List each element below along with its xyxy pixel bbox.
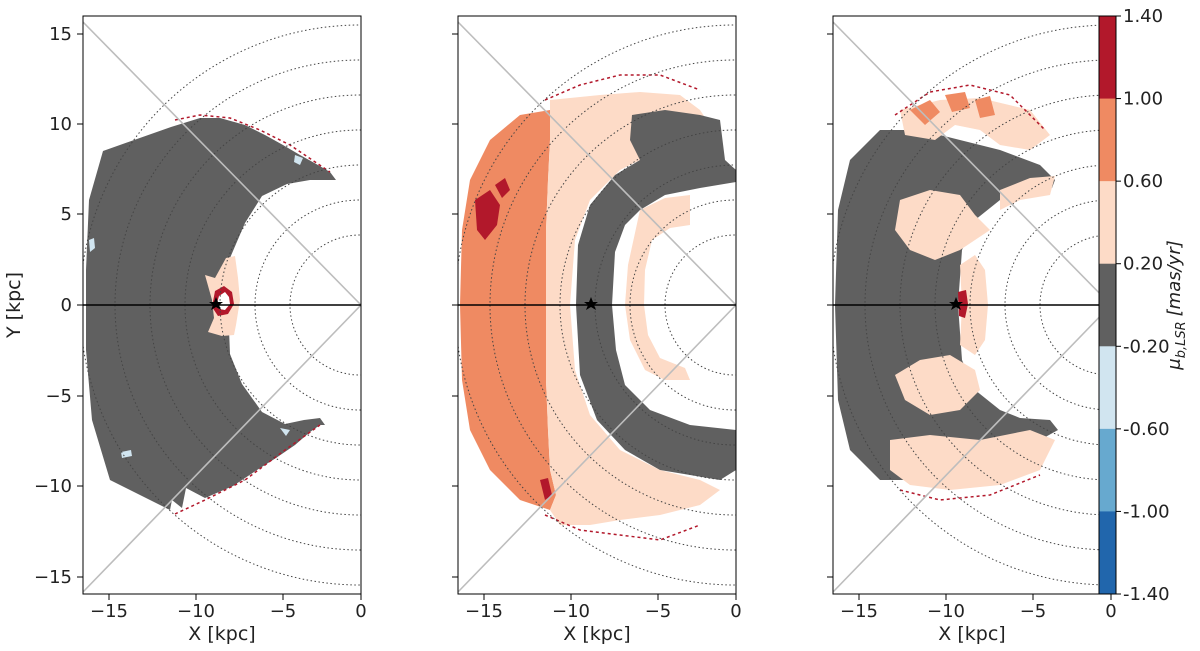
panel-middle-xticks bbox=[483, 594, 737, 600]
left-xtick-label-1: −15 bbox=[90, 601, 128, 622]
colorbar-label-subscript: b,LSR bbox=[1174, 321, 1189, 358]
panel-right-plot-area bbox=[833, 21, 1111, 593]
left-xtick-label-4: 0 bbox=[355, 601, 366, 622]
right-red-fringe-bottom bbox=[899, 474, 1041, 501]
middle-sun-star-icon bbox=[584, 297, 598, 310]
panel-left-xticks bbox=[108, 594, 362, 600]
right-red-center bbox=[958, 290, 968, 318]
left-blue-speck-1 bbox=[89, 238, 95, 252]
colorbar-segments bbox=[1099, 16, 1116, 595]
middle-pale-outer-band bbox=[546, 92, 720, 525]
left-ytick-label-2: 10 bbox=[49, 114, 72, 135]
colorbar-tick-label-2: 1.00 bbox=[1123, 89, 1163, 110]
right-sun-star-icon bbox=[949, 297, 963, 310]
colorbar-tick-label-8: -1.40 bbox=[1123, 584, 1170, 605]
left-x-axis-label: X [kpc] bbox=[188, 623, 255, 645]
panel-right-yticks bbox=[827, 33, 833, 578]
left-ytick-label-4: 0 bbox=[61, 295, 72, 316]
panel-left-yticks bbox=[77, 33, 83, 578]
colorbar-segment-3 bbox=[1099, 181, 1116, 265]
left-ytick-label-1: 15 bbox=[49, 24, 72, 45]
colorbar: 1.40 1.00 0.60 0.20 -0.20 -0.60 -1.00 -1.40 μb,… bbox=[1098, 6, 1189, 605]
middle-xtick-label-3: −5 bbox=[645, 601, 672, 622]
right-xtick-label-1: −15 bbox=[840, 601, 878, 622]
panel-middle-plot-area bbox=[458, 21, 736, 593]
middle-red-blob-2 bbox=[495, 178, 510, 198]
colorbar-segment-2 bbox=[1099, 98, 1116, 182]
colorbar-label: μb,LSR [mas/yr] bbox=[1164, 240, 1189, 370]
left-ytick-label-6: −10 bbox=[34, 476, 72, 497]
right-pale-left-upper bbox=[895, 190, 990, 260]
left-circle-r4 bbox=[289, 234, 361, 376]
panel-middle: −15 −10 −5 0 X [kpc] bbox=[452, 15, 742, 645]
panel-right: −15 −10 −5 0 X [kpc] bbox=[827, 15, 1117, 645]
right-x-axis-label: X [kpc] bbox=[938, 623, 1005, 645]
left-diagonal-upper bbox=[83, 21, 361, 306]
middle-diagonal-lower bbox=[458, 304, 736, 593]
colorbar-tick-label-6: -0.60 bbox=[1123, 419, 1170, 440]
left-xtick-label-2: −10 bbox=[177, 601, 215, 622]
colorbar-segment-4 bbox=[1099, 263, 1116, 347]
middle-x-axis-label: X [kpc] bbox=[563, 623, 630, 645]
middle-circle-r6 bbox=[629, 199, 736, 411]
left-sun-star-icon bbox=[209, 297, 223, 310]
middle-inner-pale-ring bbox=[625, 195, 690, 380]
colorbar-segment-6 bbox=[1099, 428, 1116, 512]
left-circle-r12 bbox=[149, 94, 361, 516]
middle-orange-band bbox=[460, 110, 556, 510]
panel-left: −15 −10 −5 0 15 10 5 0 −5 −10 −15 X [kpc… bbox=[3, 15, 367, 645]
colorbar-label-symbol: μ bbox=[1164, 358, 1185, 370]
middle-grey-band bbox=[576, 110, 736, 480]
middle-red-blob-1 bbox=[475, 190, 500, 240]
left-grey-annulus bbox=[86, 118, 336, 510]
panel-right-xticks bbox=[858, 594, 1112, 600]
right-pale-right-upper bbox=[1000, 176, 1055, 210]
colorbar-tick-label-4: 0.20 bbox=[1123, 254, 1163, 275]
right-diagonal-lower bbox=[833, 304, 1111, 593]
middle-red-fringe-top bbox=[544, 74, 701, 101]
right-orange-patch-2 bbox=[945, 92, 970, 112]
right-xtick-label-4: 0 bbox=[1105, 601, 1116, 622]
panel-left-plot-area bbox=[83, 21, 361, 593]
left-ytick-label-5: −5 bbox=[45, 386, 72, 407]
middle-red-blob-3 bbox=[540, 478, 552, 500]
colorbar-tick-label-7: -1.00 bbox=[1123, 501, 1170, 522]
left-y-axis-label: Y [kpc] bbox=[3, 272, 25, 339]
right-orange-patch-3 bbox=[975, 96, 995, 118]
panel-middle-yticks bbox=[452, 33, 458, 578]
left-blue-speck-4 bbox=[280, 428, 290, 436]
colorbar-segment-1 bbox=[1099, 16, 1116, 100]
colorbar-tick-label-1: 1.40 bbox=[1123, 6, 1163, 27]
right-red-fringe-top bbox=[894, 84, 1046, 131]
colorbar-tick-label-3: 0.60 bbox=[1123, 171, 1163, 192]
colorbar-label-unit: [mas/yr] bbox=[1164, 240, 1185, 316]
left-ytick-label-7: −15 bbox=[34, 567, 72, 588]
left-diagonal-lower bbox=[83, 304, 361, 593]
right-diagonal-upper bbox=[833, 21, 1111, 306]
colorbar-tick-label-5: -0.20 bbox=[1123, 336, 1170, 357]
middle-circle-r10 bbox=[559, 129, 736, 481]
left-ytick-label-3: 5 bbox=[61, 204, 72, 225]
left-blue-speck-3 bbox=[294, 155, 303, 165]
middle-circle-r12 bbox=[524, 94, 736, 516]
middle-xtick-label-4: 0 bbox=[730, 601, 741, 622]
colorbar-segment-7 bbox=[1099, 511, 1116, 595]
middle-diagonal-upper bbox=[458, 21, 736, 306]
colorbar-segment-5 bbox=[1099, 346, 1116, 430]
colorbar-ticks: 1.40 1.00 0.60 0.20 -0.20 -0.60 -1.00 -1.40 bbox=[1116, 6, 1170, 605]
right-pale-left-lower bbox=[895, 355, 980, 415]
right-pale-bottom-band bbox=[890, 430, 1055, 490]
colorbar-frame bbox=[1098, 15, 1117, 595]
left-circle-r6 bbox=[254, 199, 361, 411]
middle-red-fringe-bottom bbox=[544, 514, 701, 541]
middle-xtick-label-2: −10 bbox=[552, 601, 590, 622]
left-circle-r10 bbox=[184, 129, 361, 481]
right-xtick-label-2: −10 bbox=[927, 601, 965, 622]
middle-circle-r4 bbox=[664, 234, 736, 376]
middle-xtick-label-1: −15 bbox=[465, 601, 503, 622]
right-xtick-label-3: −5 bbox=[1020, 601, 1047, 622]
left-xtick-label-3: −5 bbox=[270, 601, 297, 622]
right-orange-patch-1 bbox=[910, 100, 940, 125]
